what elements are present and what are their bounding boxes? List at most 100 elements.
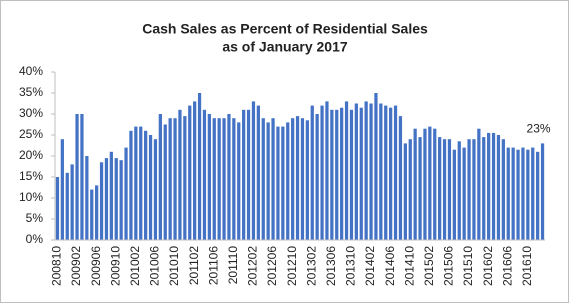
bar: [477, 128, 481, 240]
y-tick-label: 40%: [19, 64, 43, 78]
bar: [389, 107, 393, 240]
data-label: 23%: [527, 122, 551, 136]
bar: [438, 137, 442, 240]
bar: [457, 141, 461, 240]
bar: [291, 118, 295, 240]
x-tick-label: 201606: [500, 246, 514, 286]
bar: [433, 128, 437, 240]
bar: [335, 109, 339, 240]
bar: [398, 116, 403, 240]
bar: [168, 118, 172, 240]
bar: [144, 130, 148, 240]
bar: [310, 105, 314, 240]
bar: [340, 107, 344, 240]
x-tick-label: 201602: [481, 246, 495, 286]
y-tick-label: 0%: [26, 232, 44, 246]
bar: [158, 114, 162, 240]
chart-subtitle: as of January 2017: [222, 39, 348, 55]
bar: [251, 101, 256, 241]
bar: [65, 172, 69, 240]
bar: [266, 122, 270, 240]
bar: [487, 132, 491, 240]
bar: [281, 126, 285, 240]
bar: [119, 160, 123, 240]
bar: [148, 135, 153, 240]
x-tick-label: 201510: [461, 246, 475, 286]
bar: [496, 135, 501, 240]
bar: [197, 93, 202, 240]
bar: [178, 109, 182, 240]
x-tick-label: 200910: [108, 246, 122, 286]
bar: [212, 118, 216, 240]
bar: [467, 139, 471, 240]
x-tick-label: 201102: [187, 246, 201, 285]
bar: [256, 105, 260, 240]
x-tick-label: 201002: [128, 246, 142, 286]
bar: [349, 109, 354, 240]
bar: [163, 124, 167, 240]
x-tick-label: 201110: [226, 246, 240, 285]
bar: [501, 139, 505, 240]
bar: [139, 126, 143, 240]
bar: [472, 139, 476, 240]
bar: [315, 114, 319, 240]
x-tick-label: 201402: [363, 246, 377, 286]
bar: [95, 185, 99, 240]
bar: [124, 147, 128, 240]
x-tick-label: 200902: [69, 246, 83, 286]
bar: [217, 118, 221, 240]
bar: [403, 143, 407, 240]
bar: [134, 126, 138, 240]
bar: [300, 118, 305, 240]
x-tick-label: 200906: [89, 246, 103, 286]
bar: [75, 114, 79, 240]
bar: [320, 105, 324, 240]
bar: [423, 128, 427, 240]
bar: [369, 103, 373, 240]
bar: [237, 122, 241, 240]
y-tick-label: 15%: [19, 169, 43, 183]
bar: [60, 139, 64, 240]
y-tick-label: 25%: [19, 127, 43, 141]
bar: [183, 116, 187, 240]
bar: [99, 162, 104, 240]
x-tick-label: 201610: [520, 246, 534, 286]
bar: [384, 105, 388, 240]
bar: [413, 128, 417, 240]
x-tick-label: 201502: [422, 246, 436, 286]
bar: [408, 139, 412, 240]
bar: [354, 103, 358, 240]
bar: [516, 149, 520, 240]
y-tick-label: 35%: [19, 85, 43, 99]
bar: [70, 164, 74, 240]
bar: [188, 105, 192, 240]
bar: [428, 126, 432, 240]
x-tick-label: 201106: [206, 246, 220, 285]
x-tick-label: 201010: [167, 246, 181, 286]
bar: [531, 147, 535, 240]
bar: [129, 130, 133, 240]
bar: [393, 105, 398, 240]
bar: [232, 118, 236, 240]
x-tick-label: 201006: [148, 246, 162, 286]
bar: [379, 103, 383, 240]
x-tick-label: 201206: [265, 246, 279, 286]
bar: [242, 109, 246, 240]
bar: [246, 109, 251, 240]
bar: [364, 101, 368, 241]
bar: [109, 151, 113, 240]
bar: [521, 147, 525, 240]
bar: [452, 149, 456, 240]
y-tick-label: 10%: [19, 190, 43, 204]
bar: [153, 139, 158, 240]
bar: [374, 93, 378, 240]
x-tick-label: 201406: [383, 246, 397, 286]
y-tick-label: 5%: [26, 211, 44, 225]
bar: [325, 101, 329, 241]
bar: [540, 143, 545, 240]
bar: [491, 132, 496, 240]
bar: [261, 118, 265, 240]
bar: [193, 101, 197, 241]
bar: [227, 114, 231, 240]
